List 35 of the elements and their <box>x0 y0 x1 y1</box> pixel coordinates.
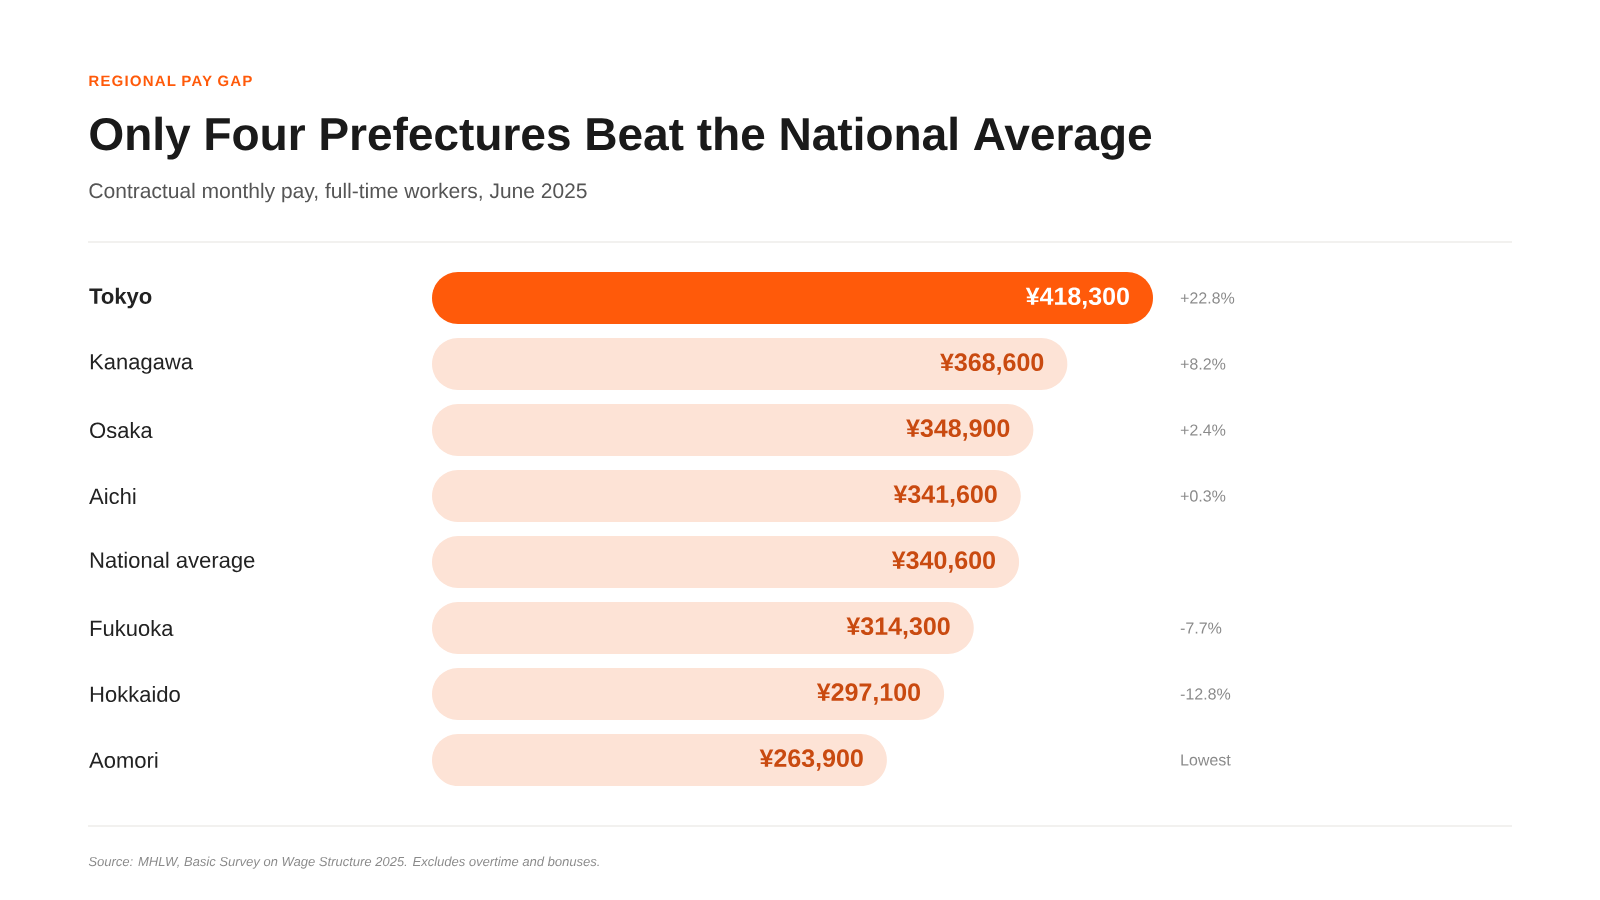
y-tick-label: Osaka <box>90 421 153 439</box>
text: +0.3% <box>1180 490 1226 502</box>
text: +2.4% <box>1180 424 1226 436</box>
data-label: ¥341,600 <box>893 485 997 507</box>
text: REGIONAL PAY GAP <box>89 75 252 87</box>
y-tick-label: National average <box>90 551 255 573</box>
y-tick-label: Hokkaido <box>90 685 180 703</box>
data-label: ¥297,100 <box>816 683 920 705</box>
chart-title: Only Four Prefectures Beat the National Average <box>90 116 1152 160</box>
text: +8.2% <box>1180 358 1226 370</box>
bar <box>432 668 945 721</box>
source-note: Source: MHLW, Basic Survey on Wage Structure 2025. Excludes overtime and bonuses. <box>88 856 599 869</box>
bar <box>432 272 1154 325</box>
chart-subtitle: Contractual monthly pay, full-time workers, June 2025 <box>89 182 587 203</box>
y-tick-label: Aichi <box>89 487 136 505</box>
text: -7.7% <box>1180 622 1222 634</box>
data-label: ¥263,900 <box>759 749 863 771</box>
text: Lowest <box>1181 754 1231 766</box>
text: -12.8% <box>1180 688 1231 700</box>
y-tick-label: Tokyo <box>89 287 152 309</box>
bar <box>432 536 1020 589</box>
bar <box>432 338 1068 391</box>
bar <box>432 404 1034 457</box>
data-label: ¥348,900 <box>906 419 1010 441</box>
bar <box>432 602 974 655</box>
data-label: ¥340,600 <box>891 551 995 573</box>
y-tick-label: Aomori <box>89 751 158 769</box>
data-label: ¥314,300 <box>846 617 950 639</box>
bar <box>432 734 887 787</box>
data-label: ¥368,600 <box>940 353 1044 375</box>
y-tick-label: Fukuoka <box>90 619 174 637</box>
data-label: ¥418,300 <box>1025 287 1129 309</box>
text: +22.8% <box>1180 292 1235 304</box>
bar <box>432 470 1021 523</box>
y-tick-label: Kanagawa <box>90 354 194 374</box>
